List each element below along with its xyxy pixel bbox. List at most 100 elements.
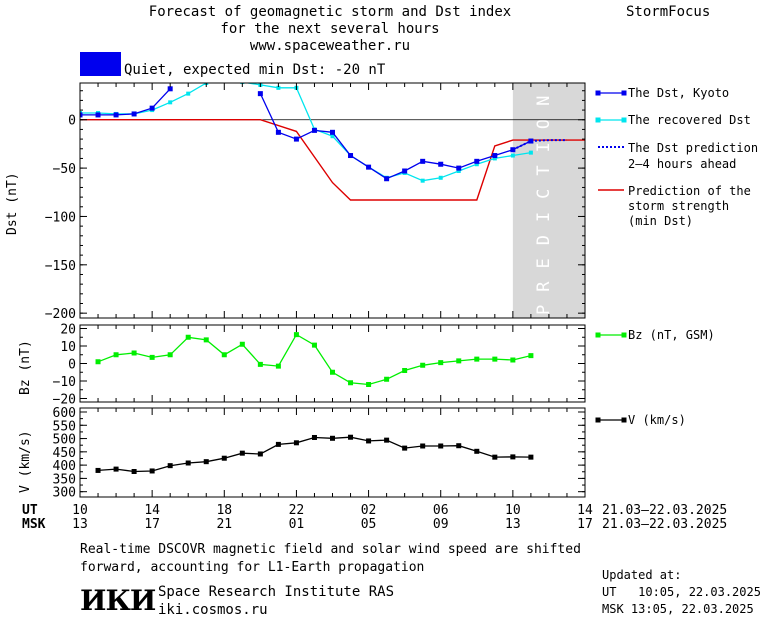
dst-panel-frame — [79, 82, 586, 319]
msk-tick-label: 21 — [216, 517, 232, 532]
status-swatch — [80, 52, 121, 76]
institute-site[interactable]: iki.cosmos.ru — [158, 602, 268, 618]
bz-point — [113, 352, 119, 358]
v-point — [492, 454, 498, 460]
bz-point — [348, 380, 354, 386]
v-ytick-label: 550 — [53, 419, 76, 434]
dst-kyoto-point — [420, 158, 426, 164]
footer-note-line-1: Real-time DSCOVR magnetic field and sola… — [80, 542, 581, 557]
dst-kyoto-point — [456, 165, 462, 171]
bz-point — [420, 362, 426, 368]
dst-kyoto-legend-marker — [595, 90, 601, 96]
v-ytick-label: 500 — [53, 433, 76, 448]
ut-tick-label: 14 — [577, 503, 593, 518]
v-point — [203, 459, 209, 465]
dst-kyoto-point — [438, 161, 444, 167]
dst-ytick-label: −150 — [45, 259, 76, 274]
chart-title-line-3: www.spaceweather.ru — [249, 38, 411, 54]
status-text: Quiet, expected min Dst: -20 nT — [124, 62, 386, 78]
footer-note: Real-time DSCOVR magnetic field and sola… — [80, 541, 581, 577]
v-point — [384, 437, 390, 443]
iki-logo: ИКИ — [80, 584, 156, 617]
v-point — [221, 455, 227, 461]
bz-point — [474, 356, 480, 362]
v-panel-frame — [79, 407, 586, 498]
bz-point — [510, 357, 516, 363]
msk-tick-label: 13 — [505, 517, 521, 532]
bz-point — [95, 359, 101, 365]
dst-recovered-point — [438, 175, 443, 180]
dst-ytick-label: −200 — [45, 307, 76, 322]
dst-kyoto-point — [528, 138, 534, 144]
dst-kyoto-point — [167, 86, 173, 92]
prediction-band-label: PREDICTION — [534, 83, 554, 315]
bz-point — [402, 368, 408, 373]
dst-kyoto-point — [113, 112, 119, 118]
v-point — [293, 440, 299, 446]
bz-panel-frame — [79, 324, 586, 403]
dst-kyoto-point — [80, 112, 83, 118]
storm-strength-series — [80, 119, 585, 201]
dst-kyoto-point — [330, 129, 335, 135]
ut-tick-label: 10 — [72, 503, 88, 518]
dst-recovered-point — [510, 153, 515, 158]
ut-axis-label: UT — [22, 503, 38, 518]
v-legend-marker — [621, 417, 627, 423]
v-point — [311, 434, 317, 440]
dst-ytick-label: −100 — [45, 210, 76, 225]
bz-point — [492, 356, 498, 362]
bz-point — [384, 376, 390, 382]
bz-point — [438, 360, 444, 366]
chart-title-line-2: for the next several hours — [220, 21, 440, 37]
dst-recovered-point — [186, 91, 191, 96]
dst-kyoto-line — [259, 93, 532, 180]
legend-bz: Bz (nT, GSM) — [628, 328, 715, 342]
dst-kyoto-legend-marker — [621, 90, 627, 96]
dst-recovered-point — [330, 134, 335, 139]
updated-msk: MSK 13:05, 22.03.2025 — [602, 602, 754, 616]
v-point — [528, 454, 534, 460]
v-point — [257, 451, 263, 457]
legend-dst-kyoto: The Dst, Kyoto — [628, 86, 730, 100]
dst-kyoto-point — [131, 111, 137, 117]
dst-prediction-line — [512, 139, 567, 151]
v-ytick-label: 450 — [53, 446, 76, 461]
v-point — [456, 443, 462, 449]
legend-storm-strength-line-2: storm strength — [628, 199, 730, 213]
v-point — [330, 435, 335, 441]
v-point — [149, 468, 155, 474]
dst-ytick-label: 0 — [68, 114, 76, 129]
bz-point — [221, 352, 227, 358]
dst-recovered-point — [492, 156, 497, 161]
v-point — [167, 463, 173, 469]
v-point — [474, 448, 480, 454]
updated-label: Updated at: — [602, 568, 682, 582]
dst-kyoto-point — [149, 105, 155, 111]
legend-storm-strength-line-3: (min Dst) — [628, 214, 694, 228]
v-point — [402, 445, 408, 451]
legend-storm-strength-line-1: Prediction of the — [628, 184, 751, 198]
bz-ytick-label: 20 — [60, 323, 76, 338]
msk-date-range: 21.03–22.03.2025 — [602, 517, 728, 532]
dst-recovered-legend-marker — [621, 117, 627, 123]
v-point — [239, 450, 245, 456]
v-ytick-label: 600 — [53, 406, 76, 421]
bz-point — [167, 352, 173, 358]
dst-kyoto-point — [311, 127, 317, 133]
legend-dst-prediction-line-1: The Dst prediction — [628, 141, 759, 155]
ut-tick-label: 22 — [289, 503, 305, 518]
bz-point — [528, 353, 534, 359]
ut-date-range: 21.03–22.03.2025 — [602, 503, 728, 518]
dst-kyoto-point — [348, 153, 354, 159]
dst-kyoto-point — [402, 168, 408, 174]
institute-name: Space Research Institute RAS — [158, 584, 395, 600]
legend-v: V (km/s) — [628, 413, 686, 427]
bz-point — [293, 332, 299, 338]
v-point — [348, 434, 354, 440]
dst-recovered-point — [276, 85, 281, 90]
v-point — [366, 438, 372, 444]
dst-kyoto-point — [510, 147, 516, 153]
dst-recovered-legend-marker — [595, 117, 601, 123]
bz-point — [149, 354, 155, 360]
